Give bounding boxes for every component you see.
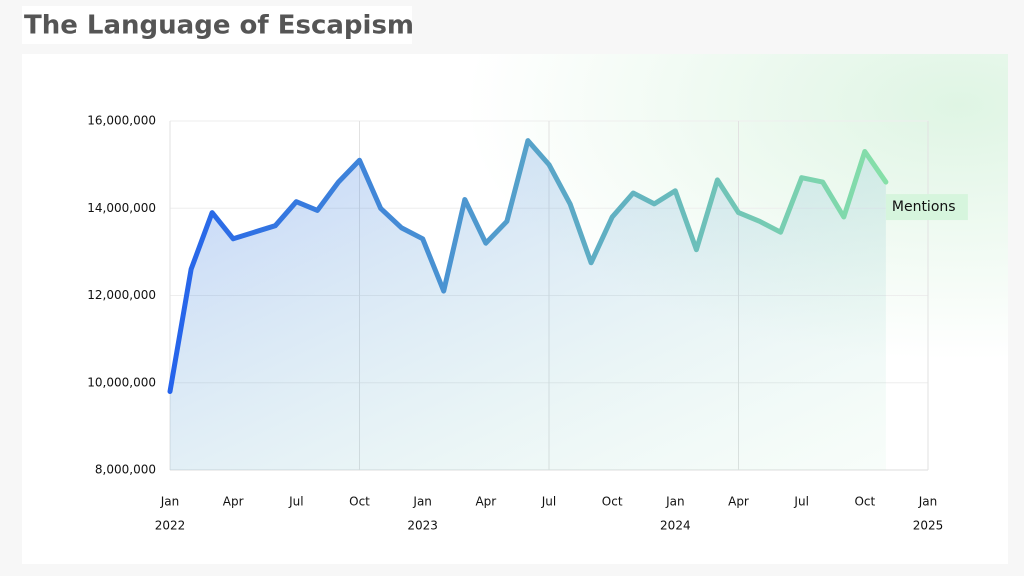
year-label: 2025 [913, 519, 944, 533]
x-tick-label: Jul [793, 495, 808, 509]
y-tick-label: 8,000,000 [95, 463, 156, 477]
title-box [22, 6, 412, 44]
y-tick-label: 10,000,000 [87, 375, 156, 389]
legend-label: Mentions [892, 199, 956, 215]
x-tick-label: Jan [665, 495, 685, 509]
x-tick-label: Jan [918, 495, 938, 509]
x-tick-label: Jul [541, 495, 556, 509]
x-tick-label: Jul [288, 495, 303, 509]
x-tick-label: Jan [160, 495, 180, 509]
x-tick-label: Oct [349, 495, 370, 509]
x-tick-label: Oct [854, 495, 875, 509]
x-tick-label: Apr [475, 495, 496, 509]
year-label: 2023 [407, 519, 438, 533]
y-tick-label: 16,000,000 [87, 114, 156, 128]
x-tick-label: Oct [602, 495, 623, 509]
x-tick-label: Jan [412, 495, 432, 509]
y-tick-label: 12,000,000 [87, 288, 156, 302]
y-tick-label: 14,000,000 [87, 201, 156, 215]
year-label: 2024 [660, 519, 691, 533]
line [167, 138, 889, 394]
x-tick-label: Apr [223, 495, 244, 509]
chart-title: The Language of Escapism [24, 11, 414, 41]
legend-box [885, 194, 968, 221]
x-tick-label: Apr [728, 495, 749, 509]
year-label: 2022 [155, 519, 186, 533]
